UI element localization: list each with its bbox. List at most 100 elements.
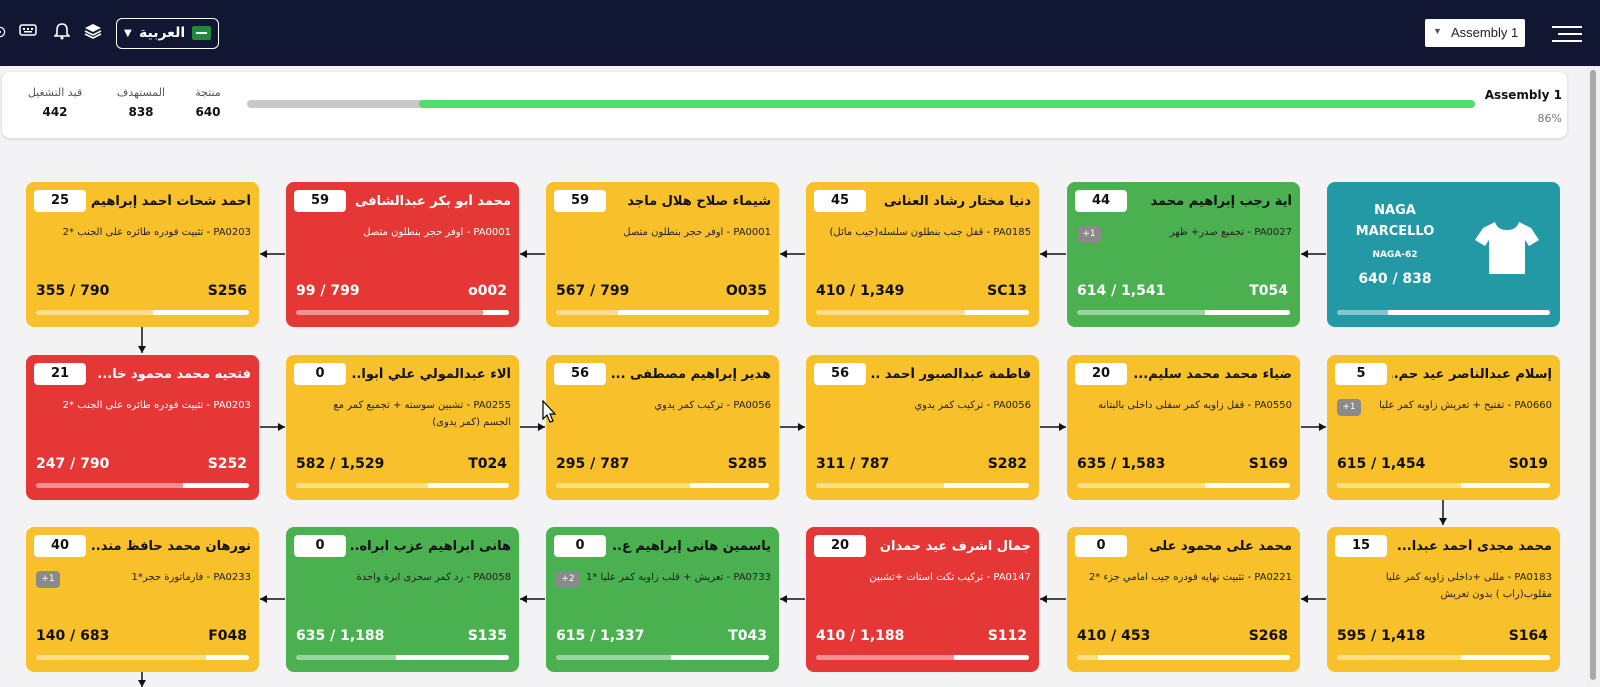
station-count: 140 / 683 bbox=[36, 628, 110, 644]
arrow-head bbox=[1301, 250, 1308, 258]
arrow-head bbox=[138, 346, 146, 353]
station-badge: 59 bbox=[554, 190, 606, 212]
station-count: 615 / 1,337 bbox=[556, 628, 645, 644]
station-count: 595 / 1,418 bbox=[1337, 628, 1426, 644]
station-card[interactable]: 40 نورهان محمد حافظ مند... PA0233 - فارم… bbox=[26, 527, 259, 672]
operator-name: شيماء صلاح هلال ماجد bbox=[627, 194, 771, 209]
station-card[interactable]: 45 دنيا مختار رشاد العنانى PA0185 - قفل … bbox=[806, 182, 1039, 327]
stat-produced: منتجة 640 bbox=[178, 86, 238, 119]
station-card[interactable]: 0 ياسمين هانى إبراهيم ع... PA0733 - تعري… bbox=[546, 527, 779, 672]
station-progress-bar bbox=[1077, 310, 1290, 315]
station-card[interactable]: 20 جمال اشرف عيد حمدان PA0147 - تركيب تك… bbox=[806, 527, 1039, 672]
station-card[interactable]: 0 ألاء عبدالمولي علي أبوا... PA0255 - تش… bbox=[286, 355, 519, 500]
operation-description: PA0183 - مللى +داخلى زاويه كمر عليا مقلو… bbox=[1385, 572, 1552, 600]
station-card[interactable]: 25 أحمد شحات أحمد إبراهيم PA0203 - تثبيت… bbox=[26, 182, 259, 327]
operator-name: محمد على محمود على bbox=[1149, 539, 1292, 554]
operation-description: PA0733 - تعريش + قلب زاويه كمر عليا *1 bbox=[585, 572, 771, 583]
station-card[interactable]: 0 هانى ابراهيم عزب ابراه... PA0058 - رد … bbox=[286, 527, 519, 672]
station-progress-bar bbox=[816, 655, 1029, 660]
station-count: 582 / 1,529 bbox=[296, 456, 385, 472]
machine-code: F048 bbox=[208, 628, 247, 644]
chevron-down-icon: ▼ bbox=[1433, 26, 1442, 36]
assembly-select[interactable]: ▼ Assembly 1 bbox=[1425, 19, 1525, 47]
arrow-head bbox=[1040, 250, 1047, 258]
operator-name: محمد مجدى أحمد عبدا... bbox=[1396, 539, 1552, 554]
assembly-progress-bar bbox=[247, 100, 1475, 108]
keyboard-icon[interactable] bbox=[18, 22, 38, 42]
station-card[interactable]: 56 فاطمة عبدالصبور أحمد ... PA0056 - ترك… bbox=[806, 355, 1039, 500]
assembly-percent: 86% bbox=[1537, 112, 1562, 125]
operator-name: فتحيه محمد محمود خا... bbox=[97, 367, 251, 382]
operator-name: هانى ابراهيم عزب ابراه... bbox=[351, 539, 511, 554]
settings-icon[interactable]: ⊙ bbox=[0, 22, 7, 41]
machine-code: S252 bbox=[207, 456, 247, 472]
machine-code: S164 bbox=[1508, 628, 1548, 644]
station-card[interactable]: 21 فتحيه محمد محمود خا... PA0203 - تثبيت… bbox=[26, 355, 259, 500]
arrow-head bbox=[1319, 423, 1326, 431]
product-count: 640 / 838 bbox=[1358, 271, 1432, 287]
station-progress-bar bbox=[296, 310, 509, 315]
more-operations-badge[interactable]: +1 bbox=[36, 571, 60, 588]
station-badge: 20 bbox=[1075, 363, 1127, 385]
station-badge: 56 bbox=[814, 363, 866, 385]
station-progress-bar bbox=[296, 655, 509, 660]
station-card[interactable]: 0 محمد على محمود على PA0221 - تثبيت نهاي… bbox=[1067, 527, 1300, 672]
brand-line: NAGA bbox=[1374, 203, 1416, 218]
station-badge: 21 bbox=[34, 363, 86, 385]
stat-label: المستهدف bbox=[116, 86, 166, 99]
station-card[interactable]: 5 إسلام عبدالناصر عيد حم... PA0660 - تفت… bbox=[1327, 355, 1560, 500]
stat-value: 640 bbox=[195, 105, 221, 119]
station-count: 410 / 453 bbox=[1077, 628, 1151, 644]
arrow-head bbox=[138, 680, 146, 687]
product-card[interactable]: NAGA MARCELLO NAGA-62 640 / 838 bbox=[1327, 182, 1560, 327]
station-card[interactable]: 15 محمد مجدى أحمد عبدا... PA0183 - مللى … bbox=[1327, 527, 1560, 672]
operator-name: إسلام عبدالناصر عيد حم... bbox=[1392, 367, 1552, 382]
station-progress-bar bbox=[36, 655, 249, 660]
arrow-head bbox=[260, 250, 267, 258]
saudi-flag-icon bbox=[192, 26, 211, 40]
station-card[interactable]: 59 شيماء صلاح هلال ماجد PA0001 - اوفر حج… bbox=[546, 182, 779, 327]
station-progress-bar bbox=[556, 655, 769, 660]
bell-icon[interactable] bbox=[52, 22, 72, 42]
assembly-select-value: Assembly 1 bbox=[1451, 25, 1519, 40]
station-card[interactable]: 20 ضياء محمد محمد سليم... PA0550 - قفل ز… bbox=[1067, 355, 1300, 500]
station-progress-bar bbox=[296, 483, 509, 488]
operator-name: هدير إبراهيم مصطفى ... bbox=[611, 367, 771, 382]
more-operations-badge[interactable]: +1 bbox=[1337, 399, 1361, 416]
station-count: 311 / 787 bbox=[816, 456, 890, 472]
station-badge: 25 bbox=[34, 190, 86, 212]
arrow-head bbox=[1040, 595, 1047, 603]
station-progress-bar bbox=[556, 310, 769, 315]
layers-icon[interactable] bbox=[83, 22, 103, 42]
operator-name: ألاء عبدالمولي علي أبوا... bbox=[351, 367, 511, 382]
language-selector[interactable]: ▼ العربية bbox=[116, 18, 219, 49]
assembly-title: Assembly 1 bbox=[1484, 88, 1562, 102]
station-card[interactable]: 56 هدير إبراهيم مصطفى ... PA0056 - تركيب… bbox=[546, 355, 779, 500]
arrow-head bbox=[780, 595, 787, 603]
station-badge: 20 bbox=[814, 535, 866, 557]
product-brand: NAGA MARCELLO bbox=[1345, 200, 1445, 242]
operator-name: ياسمين هانى إبراهيم ع... bbox=[611, 539, 771, 554]
brand-line: MARCELLO bbox=[1355, 224, 1435, 239]
operation-description: PA0001 - اوفر حجر بنطلون متصل bbox=[623, 227, 771, 238]
station-count: 615 / 1,454 bbox=[1337, 456, 1426, 472]
assembly-summary: قيد التشغيل 442 المستهدف 838 منتجة 640 A… bbox=[2, 72, 1567, 138]
station-progress-bar bbox=[36, 310, 249, 315]
machine-code: T054 bbox=[1249, 283, 1288, 299]
product-progress-bar bbox=[1337, 310, 1550, 315]
station-card[interactable]: 59 محمد أبو بكر عبدالشافى PA0001 - اوفر … bbox=[286, 182, 519, 327]
more-operations-badge[interactable]: +1 bbox=[1077, 226, 1101, 243]
operation-description: PA0147 - تركيب تكت استات +تشبين bbox=[869, 572, 1031, 583]
station-badge: 5 bbox=[1335, 363, 1387, 385]
operator-name: ضياء محمد محمد سليم... bbox=[1133, 367, 1292, 382]
chevron-down-icon: ▼ bbox=[124, 28, 132, 39]
station-progress-bar bbox=[816, 483, 1029, 488]
arrow-head bbox=[538, 423, 545, 431]
station-count: 247 / 790 bbox=[36, 456, 110, 472]
arrow-head bbox=[520, 250, 527, 258]
station-card[interactable]: 44 أية رجب إبراهيم محمد PA0027 - تجميع ص… bbox=[1067, 182, 1300, 327]
menu-icon[interactable] bbox=[1552, 26, 1582, 47]
scrollbar[interactable] bbox=[1586, 66, 1600, 687]
more-operations-badge[interactable]: +2 bbox=[556, 571, 580, 588]
